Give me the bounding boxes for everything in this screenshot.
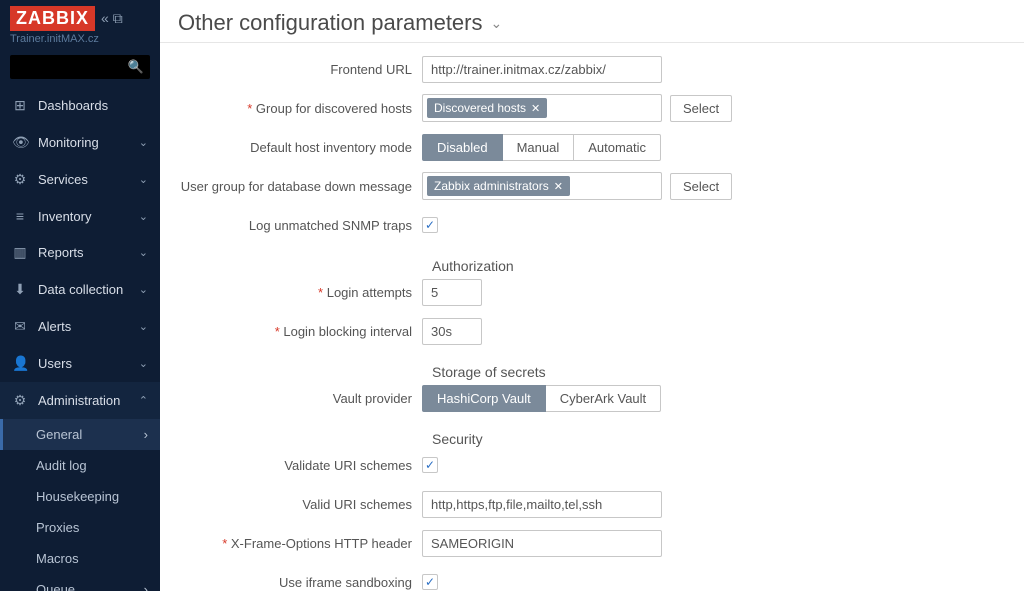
nav-item-data-collection[interactable]: ⬇ Data collection ⌄ (0, 271, 160, 308)
chevron-icon: ⌄ (139, 246, 148, 259)
nav-icon: ▥ (12, 244, 28, 261)
logo[interactable]: ZABBIX (10, 6, 95, 31)
nav-icon: ⬇ (12, 281, 28, 298)
remove-pill-icon[interactable]: ✕ (554, 180, 563, 193)
subnav-item-macros[interactable]: Macros (0, 543, 160, 574)
discovered-group-label: * Group for discovered hosts (178, 101, 422, 116)
discovered-group-input[interactable]: Discovered hosts✕ (422, 94, 662, 122)
inventory-mode-label: Default host inventory mode (178, 140, 422, 155)
validate-uri-label: Validate URI schemes (178, 458, 422, 473)
nav-label: Users (38, 356, 129, 371)
subnav-label: Macros (36, 551, 148, 566)
section-security: Security (432, 423, 1006, 451)
nav-item-monitoring[interactable]: 👁 Monitoring ⌄ (0, 124, 160, 161)
nav-item-services[interactable]: ⚙ Services ⌄ (0, 161, 160, 198)
db-down-group-pill[interactable]: Zabbix administrators✕ (427, 176, 570, 196)
subnav-item-proxies[interactable]: Proxies (0, 512, 160, 543)
nav-label: Administration (38, 393, 129, 408)
seg-option-automatic[interactable]: Automatic (574, 134, 661, 161)
seg-option-disabled[interactable]: Disabled (422, 134, 503, 161)
log-snmp-label: Log unmatched SNMP traps (178, 218, 422, 233)
nav-label: Services (38, 172, 129, 187)
frontend-url-label: Frontend URL (178, 62, 422, 77)
subnav-item-housekeeping[interactable]: Housekeeping (0, 481, 160, 512)
sidebar: ZABBIX « ⧉ Trainer.initMAX.cz 🔍 ⊞ Dashboa… (0, 0, 160, 591)
tenant-label: Trainer.initMAX.cz (0, 33, 160, 51)
chevron-icon: ⌃ (139, 394, 148, 407)
nav-label: Monitoring (38, 135, 129, 150)
valid-uri-label: Valid URI schemes (178, 497, 422, 512)
chevron-icon: ⌄ (139, 357, 148, 370)
iframe-sandbox-checkbox[interactable]: ✓ (422, 574, 438, 590)
seg-option-manual[interactable]: Manual (503, 134, 575, 161)
nav-icon: ✉ (12, 318, 28, 335)
nav-icon: ⚙ (12, 392, 28, 409)
nav-icon: ≡ (12, 208, 28, 224)
login-attempts-input[interactable] (422, 279, 482, 306)
seg-option-hashicorp-vault[interactable]: HashiCorp Vault (422, 385, 546, 412)
section-authorization: Authorization (432, 250, 1006, 278)
subnav-label: Housekeeping (36, 489, 148, 504)
nav-label: Data collection (38, 282, 129, 297)
collapse-icon[interactable]: « (101, 10, 109, 27)
chevron-icon: ⌄ (139, 173, 148, 186)
nav-label: Inventory (38, 209, 129, 224)
page-title-dropdown-icon[interactable]: ⌄ (491, 15, 503, 32)
db-down-group-label: User group for database down message (178, 179, 422, 194)
subnav-item-audit-log[interactable]: Audit log (0, 450, 160, 481)
nav-item-inventory[interactable]: ≡ Inventory ⌄ (0, 198, 160, 234)
subnav-label: General (36, 427, 144, 442)
help-icon[interactable]: ⧉ (113, 10, 123, 27)
main-content: Other configuration parameters ⌄ Fronten… (160, 0, 1024, 591)
db-down-group-select-button[interactable]: Select (670, 173, 732, 200)
nav-label: Alerts (38, 319, 129, 334)
login-block-input[interactable] (422, 318, 482, 345)
xframe-input[interactable] (422, 530, 662, 557)
log-snmp-checkbox[interactable]: ✓ (422, 217, 438, 233)
discovered-group-pill[interactable]: Discovered hosts✕ (427, 98, 547, 118)
search-input[interactable] (16, 60, 128, 74)
remove-pill-icon[interactable]: ✕ (531, 102, 540, 115)
nav-item-alerts[interactable]: ✉ Alerts ⌄ (0, 308, 160, 345)
search-box[interactable]: 🔍 (10, 55, 150, 79)
login-block-label: * Login blocking interval (178, 324, 422, 339)
nav-item-reports[interactable]: ▥ Reports ⌄ (0, 234, 160, 271)
subnav-item-general[interactable]: General› (0, 419, 160, 450)
login-attempts-label: * Login attempts (178, 285, 422, 300)
chevron-icon: › (144, 427, 148, 442)
logo-row: ZABBIX « ⧉ (0, 0, 160, 33)
subnav-item-queue[interactable]: Queue› (0, 574, 160, 591)
subnav-label: Queue (36, 582, 144, 591)
xframe-label: * X-Frame-Options HTTP header (178, 536, 422, 551)
valid-uri-input[interactable] (422, 491, 662, 518)
chevron-icon: ⌄ (139, 210, 148, 223)
db-down-group-input[interactable]: Zabbix administrators✕ (422, 172, 662, 200)
frontend-url-input[interactable] (422, 56, 662, 83)
nav-icon: ⚙ (12, 171, 28, 188)
chevron-icon: ⌄ (139, 283, 148, 296)
nav-label: Reports (38, 245, 129, 260)
iframe-sandbox-label: Use iframe sandboxing (178, 575, 422, 590)
page-title: Other configuration parameters (178, 10, 483, 36)
nav-label: Dashboards (38, 98, 138, 113)
subnav-label: Proxies (36, 520, 148, 535)
discovered-group-select-button[interactable]: Select (670, 95, 732, 122)
validate-uri-checkbox[interactable]: ✓ (422, 457, 438, 473)
nav-item-administration[interactable]: ⚙ Administration ⌃ (0, 382, 160, 419)
nav-item-users[interactable]: 👤 Users ⌄ (0, 345, 160, 382)
chevron-icon: ⌄ (139, 136, 148, 149)
seg-option-cyberark-vault[interactable]: CyberArk Vault (546, 385, 661, 412)
nav-icon: ⊞ (12, 97, 28, 114)
nav-item-dashboards[interactable]: ⊞ Dashboards (0, 87, 160, 124)
subnav-label: Audit log (36, 458, 148, 473)
section-secrets: Storage of secrets (432, 356, 1006, 384)
vault-label: Vault provider (178, 391, 422, 406)
chevron-icon: › (144, 582, 148, 591)
nav-icon: 👤 (12, 355, 28, 372)
search-icon[interactable]: 🔍 (128, 59, 144, 75)
nav-icon: 👁 (12, 134, 28, 151)
chevron-icon: ⌄ (139, 320, 148, 333)
page-header: Other configuration parameters ⌄ (160, 0, 1024, 43)
